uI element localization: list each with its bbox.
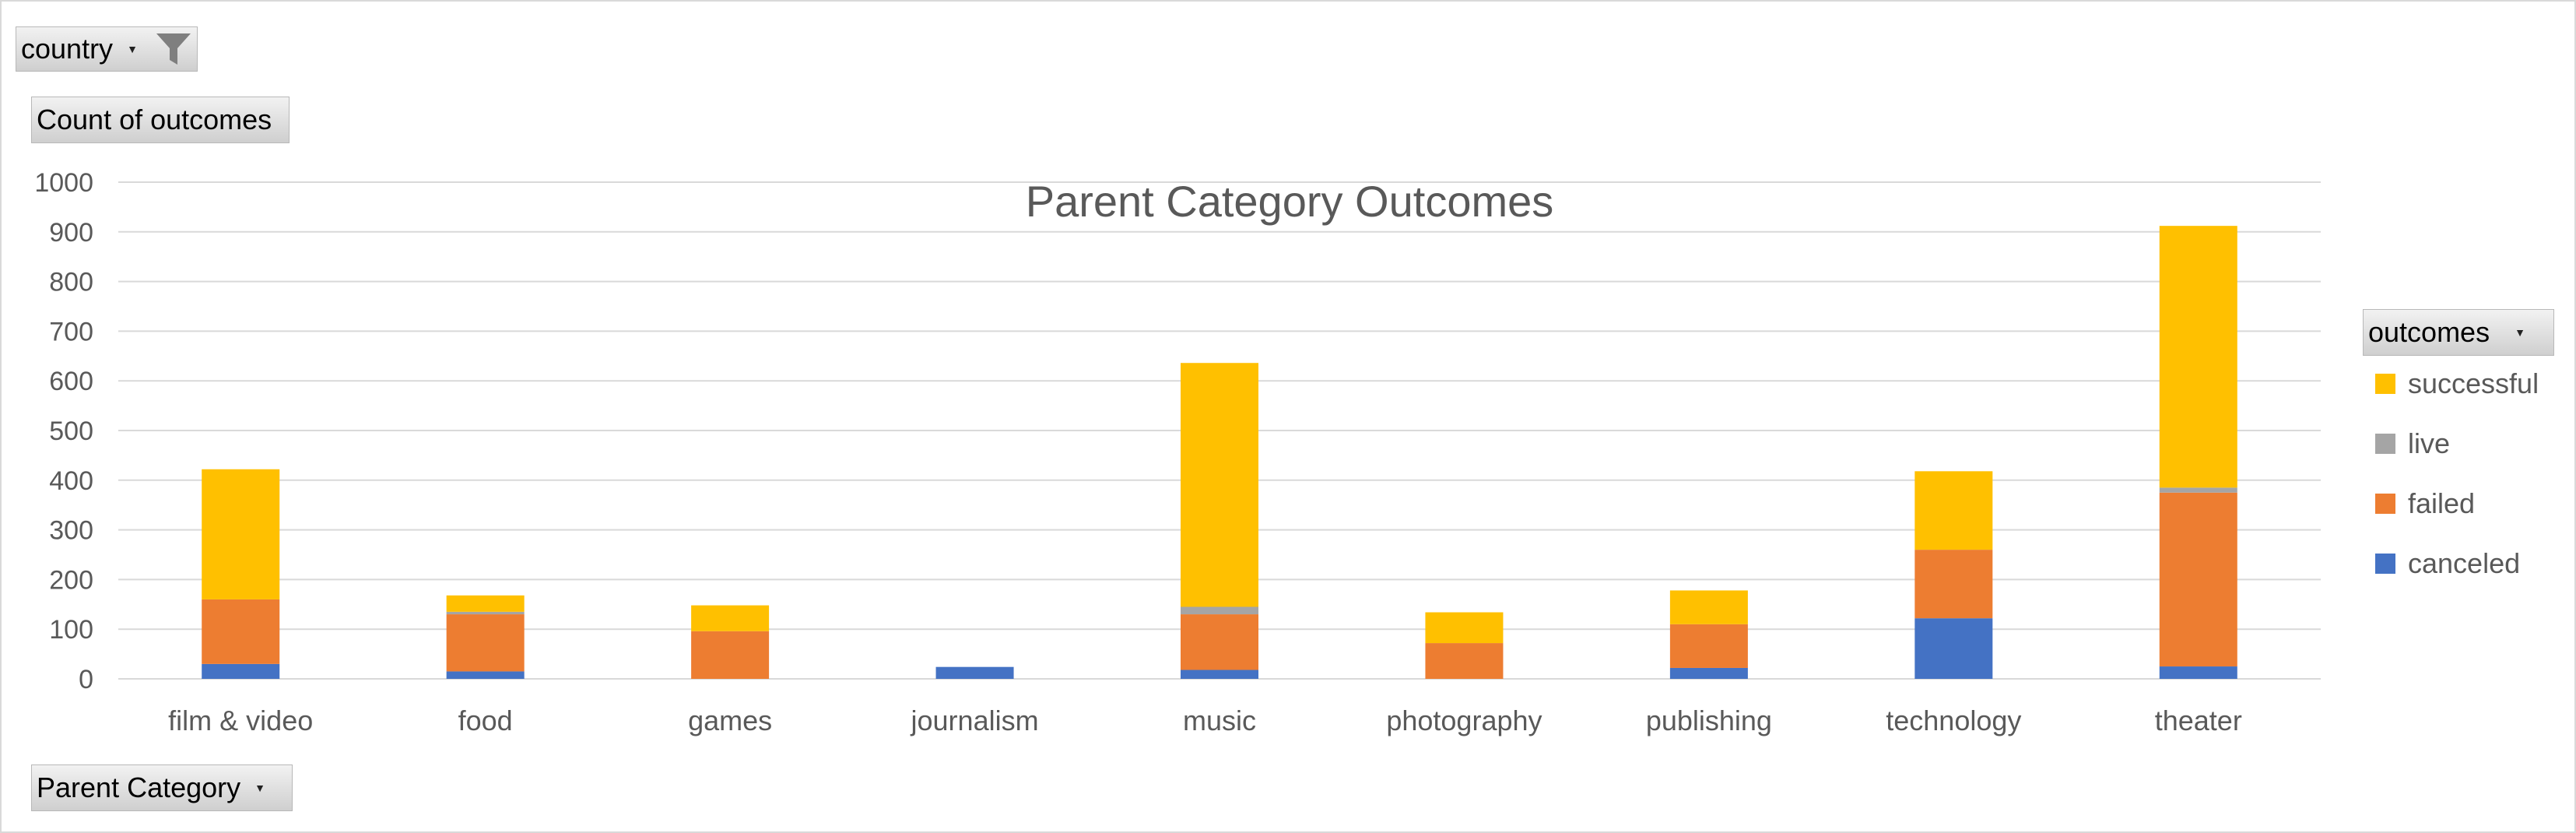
- y-tick-label: 500: [49, 416, 93, 446]
- value-field-button[interactable]: Count of outcomes: [31, 97, 290, 143]
- dropdown-arrow-icon: ▼: [254, 782, 266, 794]
- y-tick-label: 700: [49, 317, 93, 346]
- bar-segment-successful[interactable]: [1669, 590, 1748, 624]
- y-tick-label: 100: [49, 615, 93, 645]
- bar-segment-canceled[interactable]: [1181, 670, 1258, 679]
- y-axis-ticks: 0 100 200 300 400 500 600 700 800 900 1000: [34, 168, 93, 694]
- y-tick-label: 0: [79, 665, 93, 694]
- legend-label: failed: [2408, 487, 2476, 519]
- dropdown-arrow-icon: ▼: [2515, 326, 2525, 339]
- legend-label: live: [2408, 427, 2451, 459]
- bar-segment-failed[interactable]: [1181, 614, 1258, 670]
- funnel-filter-icon: [156, 33, 191, 65]
- bar-segment-failed[interactable]: [691, 631, 770, 679]
- axis-field-label: Parent Category: [37, 771, 241, 803]
- x-category-label: photography: [1386, 705, 1542, 736]
- bar-segment-successful[interactable]: [446, 595, 525, 612]
- x-category-label: music: [1183, 705, 1256, 736]
- bar-segment-live[interactable]: [446, 611, 525, 615]
- bar-segment-successful[interactable]: [1914, 471, 1993, 550]
- bar-segment-canceled[interactable]: [202, 663, 280, 679]
- legend-swatch: [2375, 554, 2395, 574]
- legend-label: canceled: [2408, 547, 2521, 579]
- legend-field-button[interactable]: outcomes ▼: [2363, 309, 2554, 356]
- bar-segment-failed[interactable]: [1669, 624, 1748, 668]
- bar-segment-failed[interactable]: [1914, 550, 1993, 619]
- legend-field-label: outcomes: [2368, 316, 2490, 348]
- bar-segment-canceled[interactable]: [935, 666, 1014, 679]
- legend-item-canceled[interactable]: canceled: [2375, 547, 2520, 580]
- y-tick-label: 800: [49, 268, 93, 297]
- legend-swatch: [2375, 494, 2395, 514]
- country-filter-button[interactable]: country ▼: [16, 26, 198, 72]
- legend-label: successful: [2408, 367, 2539, 399]
- legend-item-failed[interactable]: failed: [2375, 487, 2475, 520]
- country-filter-label: country: [21, 33, 114, 65]
- axis-field-button[interactable]: Parent Category ▼: [31, 764, 293, 811]
- bar-segment-canceled[interactable]: [446, 671, 525, 679]
- y-tick-label: 1000: [34, 168, 93, 198]
- bar-segment-live[interactable]: [1181, 606, 1258, 615]
- bar-segment-successful[interactable]: [2159, 226, 2237, 488]
- x-category-label: theater: [2155, 705, 2242, 736]
- y-tick-label: 600: [49, 367, 93, 396]
- x-category-label: journalism: [911, 705, 1039, 736]
- value-field-label: Count of outcomes: [37, 104, 272, 135]
- x-category-label: film & video: [168, 705, 313, 736]
- x-category-label: technology: [1886, 705, 2021, 736]
- bar-segment-failed[interactable]: [202, 599, 280, 664]
- bar-segment-successful[interactable]: [202, 469, 280, 599]
- y-tick-label: 900: [49, 218, 93, 248]
- dropdown-arrow-icon: ▼: [127, 43, 138, 55]
- bar-segment-failed[interactable]: [1425, 643, 1504, 679]
- legend-item-live[interactable]: live: [2375, 427, 2450, 460]
- legend-item-successful[interactable]: successful: [2375, 367, 2539, 400]
- bar-segment-successful[interactable]: [691, 605, 770, 631]
- x-axis-categories: film & video food games journalism music phot…: [168, 705, 2242, 736]
- x-category-label: games: [688, 705, 772, 736]
- legend-swatch: [2375, 374, 2395, 394]
- bar-segment-successful[interactable]: [1181, 363, 1258, 607]
- bar-segment-failed[interactable]: [2159, 492, 2237, 667]
- x-category-label: food: [458, 705, 513, 736]
- chart-title: Parent Category Outcomes: [1026, 177, 1554, 226]
- y-tick-label: 200: [49, 565, 93, 595]
- y-tick-label: 300: [49, 516, 93, 546]
- bar-segment-canceled[interactable]: [1914, 618, 1993, 679]
- bar-segment-failed[interactable]: [446, 614, 525, 672]
- bar-segment-canceled[interactable]: [1669, 667, 1748, 679]
- x-category-label: publishing: [1646, 705, 1772, 736]
- legend-swatch: [2375, 434, 2395, 454]
- y-tick-label: 400: [49, 466, 93, 496]
- bar-segment-live[interactable]: [2159, 487, 2237, 493]
- bar-segment-canceled[interactable]: [2159, 666, 2237, 679]
- bar-segment-successful[interactable]: [1425, 612, 1504, 644]
- bars: [202, 226, 2237, 679]
